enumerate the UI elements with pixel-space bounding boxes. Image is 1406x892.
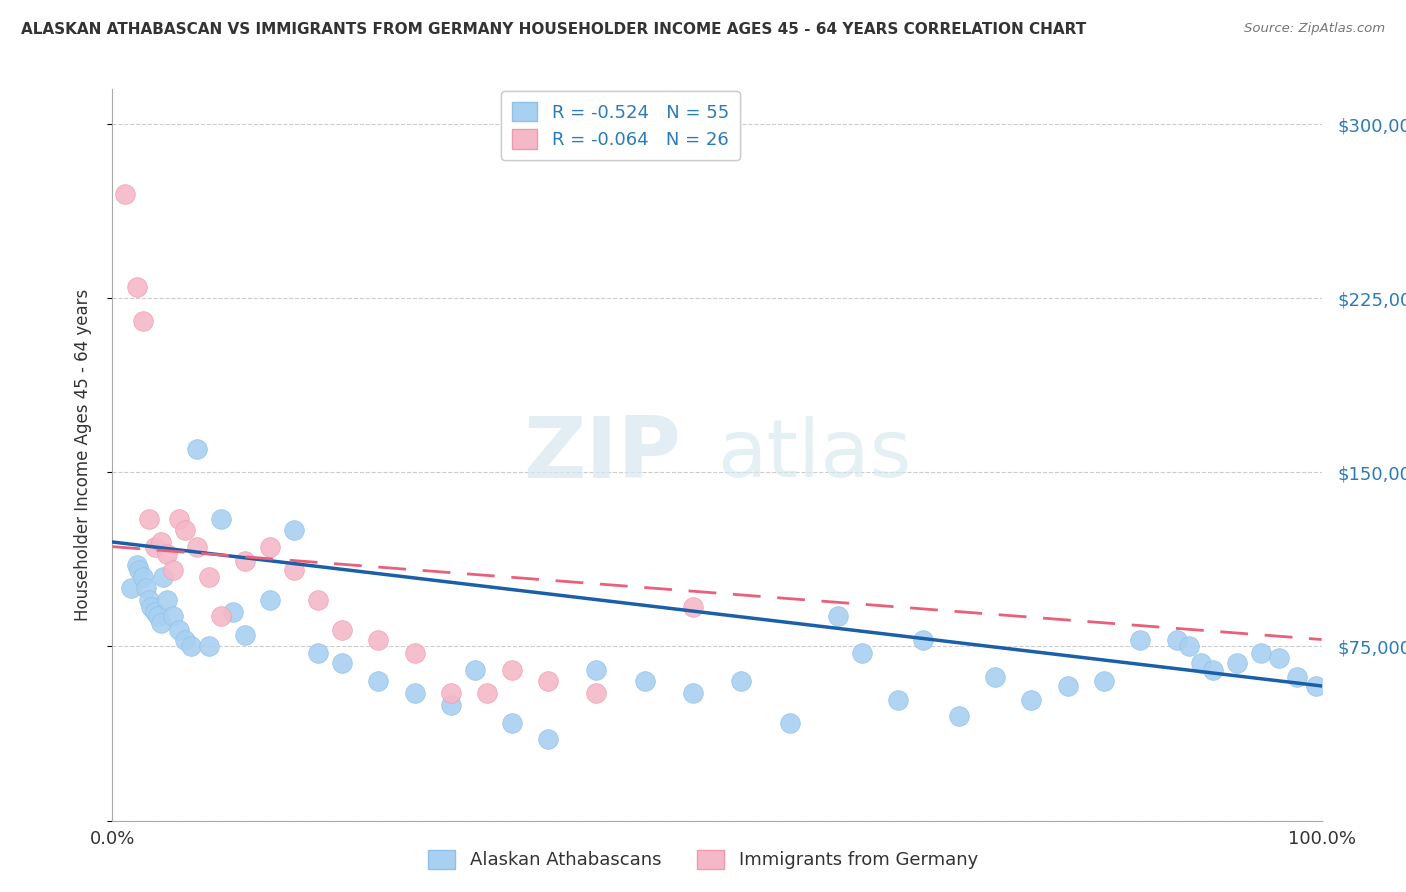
Point <box>501 716 523 731</box>
Point <box>501 663 523 677</box>
Point <box>585 686 607 700</box>
Point <box>198 640 221 654</box>
Point <box>128 563 150 577</box>
Point <box>1286 670 1309 684</box>
Point <box>1129 632 1152 647</box>
Point <box>779 716 801 731</box>
Point <box>440 698 463 712</box>
Point <box>259 540 281 554</box>
Point <box>1056 679 1078 693</box>
Point <box>404 647 426 661</box>
Point <box>114 186 136 201</box>
Point <box>984 670 1007 684</box>
Point <box>887 693 910 707</box>
Text: Source: ZipAtlas.com: Source: ZipAtlas.com <box>1244 22 1385 36</box>
Text: ZIP: ZIP <box>523 413 681 497</box>
Point <box>537 674 560 689</box>
Point <box>307 593 329 607</box>
Point <box>162 609 184 624</box>
Point <box>156 593 179 607</box>
Point <box>1177 640 1199 654</box>
Point <box>186 442 208 456</box>
Point <box>585 663 607 677</box>
Point <box>149 535 172 549</box>
Legend: Alaskan Athabascans, Immigrants from Germany: Alaskan Athabascans, Immigrants from Ger… <box>419 840 987 879</box>
Point <box>149 616 172 631</box>
Point <box>283 524 305 538</box>
Point <box>948 709 970 723</box>
Point <box>167 624 190 638</box>
Point <box>440 686 463 700</box>
Point <box>186 540 208 554</box>
Point <box>125 279 148 293</box>
Point <box>125 558 148 573</box>
Point <box>1305 679 1327 693</box>
Point <box>235 628 257 642</box>
Point <box>1268 651 1291 665</box>
Point <box>222 605 245 619</box>
Point <box>1189 656 1212 670</box>
Point <box>307 647 329 661</box>
Point <box>138 512 160 526</box>
Point <box>1226 656 1249 670</box>
Point <box>174 632 197 647</box>
Point <box>1250 647 1272 661</box>
Point <box>152 570 174 584</box>
Point <box>827 609 849 624</box>
Point <box>209 609 232 624</box>
Point <box>180 640 202 654</box>
Point <box>132 570 155 584</box>
Point <box>141 600 163 615</box>
Point <box>682 686 704 700</box>
Point <box>477 686 499 700</box>
Point <box>156 547 179 561</box>
Text: atlas: atlas <box>717 416 911 494</box>
Point <box>367 674 389 689</box>
Point <box>1092 674 1115 689</box>
Point <box>162 563 184 577</box>
Point <box>120 582 142 596</box>
Point <box>404 686 426 700</box>
Point <box>911 632 934 647</box>
Y-axis label: Householder Income Ages 45 - 64 years: Householder Income Ages 45 - 64 years <box>73 289 91 621</box>
Text: ALASKAN ATHABASCAN VS IMMIGRANTS FROM GERMANY HOUSEHOLDER INCOME AGES 45 - 64 YE: ALASKAN ATHABASCAN VS IMMIGRANTS FROM GE… <box>21 22 1087 37</box>
Point <box>633 674 655 689</box>
Point <box>851 647 873 661</box>
Point <box>464 663 486 677</box>
Point <box>537 732 560 747</box>
Point <box>330 656 353 670</box>
Point <box>682 600 704 615</box>
Point <box>148 609 170 624</box>
Point <box>1021 693 1043 707</box>
Point <box>209 512 232 526</box>
Point <box>283 563 305 577</box>
Point <box>259 593 281 607</box>
Point <box>1202 663 1225 677</box>
Point <box>1166 632 1188 647</box>
Point <box>143 605 166 619</box>
Point <box>235 553 257 567</box>
Legend: R = -0.524   N = 55, R = -0.064   N = 26: R = -0.524 N = 55, R = -0.064 N = 26 <box>501 91 740 160</box>
Point <box>143 540 166 554</box>
Point <box>198 570 221 584</box>
Point <box>367 632 389 647</box>
Point <box>138 593 160 607</box>
Point <box>174 524 197 538</box>
Point <box>330 624 353 638</box>
Point <box>730 674 752 689</box>
Point <box>167 512 190 526</box>
Point <box>135 582 157 596</box>
Point <box>132 314 155 328</box>
